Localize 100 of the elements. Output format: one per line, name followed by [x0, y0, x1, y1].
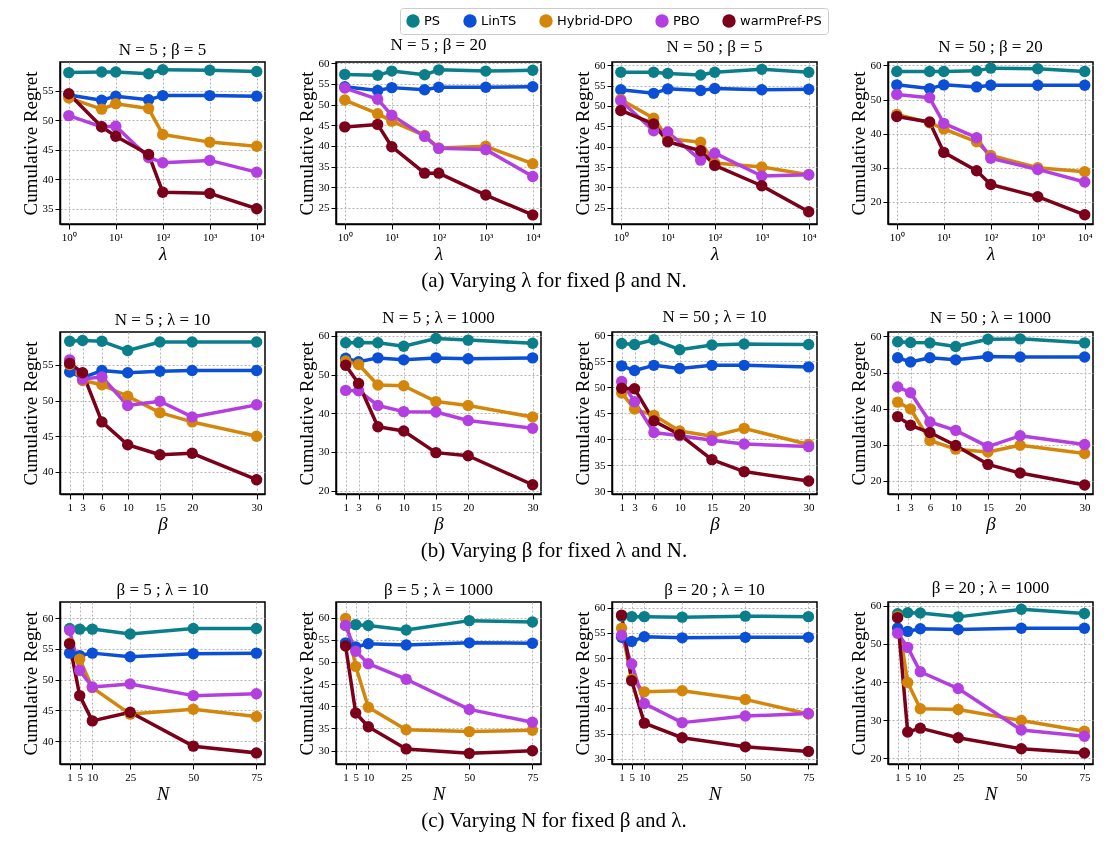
y-tick-label: 60: [870, 58, 882, 71]
x-tick-label: 10: [87, 770, 99, 783]
y-axis-title: Cumulative Regret: [19, 610, 41, 756]
chart-title: N = 50 ; β = 20: [938, 37, 1043, 57]
x-tick-label: 25: [677, 770, 689, 783]
y-tick-label: 25: [318, 201, 330, 214]
x-tick-label: 10⁴: [525, 230, 541, 243]
y-tick-label: 50: [318, 368, 330, 381]
y-tick-label: 40: [870, 675, 882, 688]
chart-title: β = 20 ; λ = 10: [664, 579, 765, 599]
y-tick-label: 45: [594, 676, 606, 689]
y-tick-label: 40: [594, 140, 606, 153]
legend-label: PBO: [672, 13, 700, 28]
x-tick-label: 1: [895, 500, 901, 513]
x-tick-label: 10²: [156, 230, 172, 243]
y-axis-title: Cumulative Regret: [295, 70, 317, 216]
y-tick-label: 30: [594, 752, 606, 765]
x-tick-label: 1: [343, 500, 349, 513]
x-tick-label: 20: [739, 500, 751, 513]
y-tick-label: 60: [42, 611, 54, 624]
y-tick-label: 60: [870, 599, 882, 612]
x-tick-label: 75: [803, 770, 815, 783]
x-axis-title: λ: [433, 242, 444, 264]
x-axis-title: β: [433, 512, 445, 534]
y-tick-label: 25: [594, 201, 606, 214]
x-tick-label: 3: [632, 500, 639, 513]
y-tick-label: 30: [870, 713, 882, 726]
y-tick-label: 40: [318, 139, 330, 152]
y-tick-label: 40: [318, 699, 330, 712]
chart-title: N = 5 ; β = 5: [118, 40, 207, 59]
x-tick-label: 20: [463, 500, 475, 513]
x-tick-label: 5: [353, 770, 360, 783]
y-tick-label: 50: [318, 655, 330, 668]
x-tick-label: 20: [1015, 500, 1027, 513]
x-tick-label: 5: [77, 770, 84, 783]
x-axis-title: N: [431, 782, 447, 804]
x-tick-label: 1: [619, 500, 625, 513]
y-tick-label: 55: [594, 626, 606, 639]
y-tick-label: 30: [318, 744, 330, 757]
y-tick-label: 40: [594, 701, 606, 714]
x-tick-label: 25: [125, 770, 137, 783]
y-tick-label: 35: [594, 727, 606, 740]
x-tick-label: 10: [950, 500, 963, 513]
y-tick-label: 50: [594, 99, 606, 112]
y-tick-label: 60: [318, 611, 330, 624]
y-axis-title: Cumulative Regret: [19, 340, 41, 486]
x-tick-label: 50: [188, 770, 200, 783]
x-tick-label: 10¹: [937, 230, 952, 243]
x-tick-label: 10³: [1031, 230, 1047, 243]
x-tick-label: 20: [187, 500, 199, 513]
y-tick-label: 40: [318, 406, 330, 419]
x-tick-label: 10: [915, 770, 927, 783]
y-tick-label: 60: [870, 329, 882, 342]
y-tick-label: 50: [870, 93, 882, 106]
x-axis-title: λ: [709, 242, 720, 264]
y-axis-title: Cumulative Regret: [571, 70, 593, 216]
x-tick-label: 3: [908, 500, 915, 513]
x-tick-label: 1: [895, 770, 901, 783]
x-tick-label: 25: [401, 770, 413, 783]
y-tick-label: 55: [318, 633, 330, 646]
x-tick-label: 10: [363, 770, 375, 783]
y-tick-label: 60: [594, 601, 606, 614]
y-tick-label: 50: [870, 637, 882, 650]
chart-title: N = 50 ; λ = 1000: [930, 308, 1051, 328]
chart-title: N = 5 ; λ = 10: [114, 310, 211, 329]
y-tick-label: 40: [42, 465, 54, 478]
x-tick-label: 1: [67, 770, 73, 783]
x-tick-label: 30: [527, 500, 540, 513]
x-tick-label: 6: [375, 500, 382, 513]
x-tick-label: 10¹: [385, 230, 400, 243]
y-tick-label: 40: [594, 432, 606, 445]
y-tick-label: 30: [318, 445, 330, 458]
x-axis-title: λ: [985, 242, 996, 264]
x-tick-label: 10⁰: [337, 230, 353, 243]
y-tick-label: 35: [42, 202, 54, 215]
x-tick-label: 10³: [755, 230, 771, 243]
text: (c) Varying N for fixed β and λ.: [420, 808, 688, 834]
y-tick-label: 35: [318, 160, 330, 173]
x-tick-label: 10¹: [661, 230, 676, 243]
y-tick-label: 45: [594, 119, 606, 132]
x-tick-label: 10³: [203, 230, 219, 243]
x-tick-label: 10⁰: [61, 230, 77, 243]
y-tick-label: 45: [42, 429, 54, 442]
y-tick-label: 30: [870, 438, 882, 451]
y-tick-label: 20: [870, 751, 882, 764]
x-tick-label: 5: [905, 770, 912, 783]
y-tick-label: 60: [594, 328, 606, 341]
x-tick-label: 75: [1079, 770, 1091, 783]
x-tick-label: 10²: [708, 230, 724, 243]
y-tick-label: 30: [318, 180, 330, 193]
chart-title: β = 5 ; λ = 1000: [384, 580, 493, 599]
x-tick-label: 75: [251, 770, 263, 783]
x-tick-label: 3: [356, 500, 363, 513]
x-axis-title: N: [707, 782, 723, 804]
x-tick-label: 3: [80, 500, 87, 513]
y-tick-label: 55: [594, 354, 606, 367]
y-tick-label: 20: [318, 484, 330, 497]
x-tick-label: 10³: [479, 230, 495, 243]
y-tick-label: 30: [870, 161, 882, 174]
y-tick-label: 50: [594, 380, 606, 393]
